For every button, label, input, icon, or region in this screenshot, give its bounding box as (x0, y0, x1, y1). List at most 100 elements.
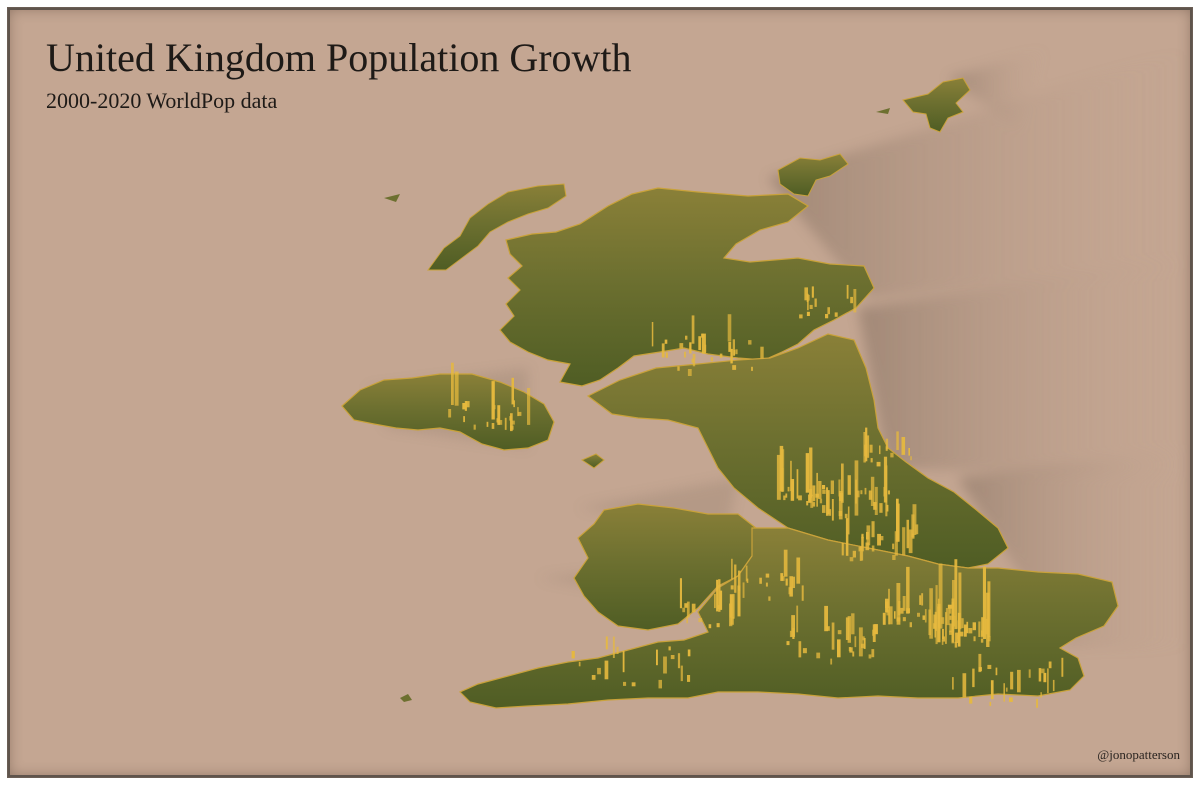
population-spike (689, 342, 692, 354)
map-subtitle: 2000-2020 WorldPop data (46, 88, 278, 113)
population-spike (858, 546, 861, 552)
population-spike (990, 680, 994, 700)
population-spike (995, 667, 998, 676)
population-spike (972, 668, 975, 688)
population-spike (981, 617, 985, 637)
population-spike (876, 461, 881, 467)
population-spike (938, 563, 943, 629)
population-spike (945, 612, 947, 644)
population-spike (987, 664, 992, 669)
population-spike (952, 677, 954, 690)
population-spike (799, 314, 803, 319)
population-spike (732, 339, 735, 356)
population-spike (806, 501, 809, 506)
population-spike (853, 289, 857, 313)
population-spike (952, 580, 955, 617)
population-spike (809, 447, 813, 497)
population-spike (765, 573, 770, 578)
population-spike (982, 566, 986, 639)
population-spike (1036, 698, 1038, 708)
population-spike (922, 615, 925, 620)
population-spike (863, 638, 866, 649)
population-spike (517, 411, 522, 416)
population-spike (511, 377, 514, 405)
population-spike (957, 612, 961, 647)
population-spike (962, 673, 967, 698)
population-spike (716, 623, 720, 628)
population-spike (765, 582, 768, 587)
scotland-mainland (499, 187, 875, 387)
population-spike (745, 565, 748, 582)
population-spike (1009, 697, 1013, 702)
population-spike (947, 604, 952, 609)
population-spike (748, 340, 752, 345)
population-spike (698, 336, 702, 351)
population-spikes (448, 284, 1064, 708)
northern-ireland (341, 373, 555, 451)
population-spike (959, 631, 964, 637)
population-spike (824, 605, 828, 632)
population-spike (865, 427, 868, 462)
population-spike (708, 624, 712, 629)
population-spike (955, 632, 959, 643)
population-spike (852, 550, 856, 558)
population-spike (877, 533, 881, 546)
population-spike (787, 486, 790, 492)
population-spike (879, 445, 881, 455)
population-spike (826, 626, 830, 631)
population-spike (783, 495, 786, 501)
population-spike (874, 624, 878, 635)
population-spike (616, 646, 619, 654)
population-spike (909, 622, 912, 628)
population-spike (716, 579, 719, 612)
population-spike (906, 519, 909, 549)
population-spike (807, 300, 809, 311)
population-spike (810, 494, 814, 508)
population-spike (830, 658, 833, 665)
population-spike (908, 529, 913, 554)
population-spike (631, 682, 636, 687)
population-spike (901, 437, 906, 455)
population-spike (491, 423, 495, 429)
population-spike (663, 656, 667, 674)
population-spike (949, 630, 953, 635)
map-title: United Kingdom Population Growth (46, 35, 632, 80)
population-spike (871, 521, 875, 538)
population-spike (527, 388, 531, 425)
population-spike (834, 312, 838, 317)
population-spike (1017, 669, 1021, 693)
population-spike (902, 527, 906, 556)
population-spike (776, 454, 781, 500)
population-spike (917, 612, 920, 617)
population-spike (734, 564, 737, 593)
population-spike (790, 460, 792, 492)
population-spike (691, 603, 696, 613)
population-spike (831, 499, 834, 521)
population-spike (571, 651, 575, 659)
population-spike (677, 653, 681, 669)
population-spike (896, 431, 899, 450)
population-spike (668, 646, 671, 651)
northern-england (586, 333, 1009, 569)
population-spike (812, 485, 816, 502)
population-spike (730, 348, 733, 364)
population-spike (958, 572, 962, 630)
population-spike (656, 649, 658, 666)
population-spike (987, 636, 991, 642)
population-spike (710, 357, 714, 362)
population-spike (874, 486, 878, 515)
population-spike (808, 494, 812, 503)
population-spike (870, 476, 875, 506)
population-spike (886, 504, 889, 512)
population-spike (661, 343, 665, 358)
population-spike (473, 424, 476, 430)
population-spike (742, 582, 745, 598)
population-spike (812, 502, 816, 507)
population-spike (701, 333, 706, 354)
population-spike (854, 460, 859, 516)
population-spike (885, 446, 888, 451)
population-spike (807, 294, 810, 301)
population-spike (728, 341, 732, 352)
population-spike (679, 343, 684, 349)
population-spike (838, 479, 841, 497)
